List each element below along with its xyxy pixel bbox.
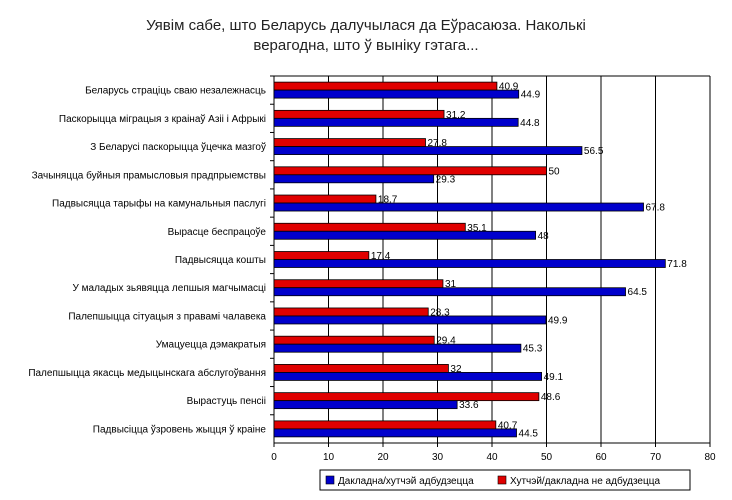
legend-swatch-will-happen [325,475,335,485]
bar-will-happen [273,202,644,212]
chart-title: Уявім сабе, што Беларусь далучылася да Е… [0,16,732,56]
x-tick-label: 20 [377,452,389,463]
legend-label-not-happen: Хутчэй/дакладна не адбудзецца [510,475,660,487]
value-label-not-happen: 18.7 [378,195,398,206]
bar-will-happen [273,174,435,184]
value-label-not-happen: 31 [445,279,457,290]
bar-not-happen [273,222,466,232]
bar-not-happen [273,307,429,317]
value-label-will-happen: 45.3 [523,344,543,355]
x-tick-label: 0 [271,452,277,463]
bar-will-happen [273,400,458,410]
bar-will-happen [273,259,666,268]
category-label: Зачыняцца буйныя прамысловыя прадпрыемст… [32,169,266,181]
value-label-not-happen: 50 [549,166,561,177]
bar-will-happen [273,117,519,127]
value-label-not-happen: 31.2 [446,110,466,121]
value-label-will-happen: 48 [538,231,550,242]
category-label: Вырасце беспрацоўе [168,226,267,238]
value-label-will-happen: 64.5 [628,287,648,298]
bar-will-happen [273,315,547,325]
category-label: Падвысяцца тарыфы на камунальныя паслугі [52,198,266,210]
category-label: Беларусь страціць сваю незалежнасць [85,86,266,97]
x-tick-label: 40 [486,452,498,463]
value-label-not-happen: 29.4 [436,336,456,347]
bar-not-happen [273,279,444,289]
value-label-will-happen: 71.8 [667,259,687,270]
value-label-will-happen: 67.8 [646,203,666,214]
bar-will-happen [273,230,537,240]
value-label-not-happen: 27.8 [428,138,448,149]
value-label-will-happen: 44.5 [519,428,539,439]
category-label: Умацуецца дэмакратыя [156,340,266,351]
value-label-not-happen: 17.4 [371,251,391,262]
category-label: У маладых зьявяцца лепшыя магчымасці [73,283,266,294]
category-label: Палепшыцца якасць медыцынскага абслугоўв… [28,367,266,379]
bar-not-happen [273,392,540,402]
value-label-not-happen: 32 [450,364,462,375]
x-tick-label: 10 [323,452,335,463]
category-label: Вырастуць пенсіі [187,396,266,407]
value-label-will-happen: 49.1 [544,372,564,383]
bar-not-happen [273,138,426,147]
bar-will-happen [273,146,583,155]
bar-not-happen [273,194,377,204]
bar-will-happen [273,89,520,99]
value-label-will-happen: 56.5 [584,146,604,157]
x-tick-label: 70 [650,452,662,463]
legend-swatch-not-happen [497,475,507,485]
value-label-will-happen: 49.9 [548,315,568,326]
bar-not-happen [273,166,547,176]
x-tick-label: 80 [704,452,716,463]
bar-not-happen [273,109,445,119]
x-tick-label: 60 [595,452,607,463]
category-label: Паскорыцца міграцыя з краінаў Азіі і Афр… [59,113,266,125]
value-label-not-happen: 35.1 [467,223,487,234]
bar-will-happen [273,372,542,381]
bar-will-happen [273,343,522,353]
value-label-will-happen: 44.9 [521,90,541,101]
bar-not-happen [273,81,498,91]
x-tick-label: 50 [541,452,553,463]
bar-not-happen [273,364,449,373]
category-label: З Беларусі паскорыцца ўцечка мазгоў [90,141,266,153]
bar-will-happen [273,287,626,297]
category-label: Падвысіцца ўзровень жыцця ў краіне [93,423,267,435]
chart-title-line-1: Уявім сабе, што Беларусь далучылася да Е… [146,17,586,34]
value-label-will-happen: 33.6 [459,400,479,411]
value-label-not-happen: 40.7 [498,420,518,431]
bar-will-happen [273,428,517,438]
x-tick-label: 30 [432,452,444,463]
bar-not-happen [273,335,435,345]
legend-label-will-happen: Дакладна/хутчэй адбудзецца [338,475,474,487]
value-label-not-happen: 48.6 [541,392,561,403]
category-label: Палепшыцца сітуацыя з правамі чалавека [68,311,266,322]
value-label-will-happen: 29.3 [436,174,456,185]
category-label: Падвысяцца кошты [175,255,266,266]
bar-not-happen [273,251,370,260]
chart-title-line-2: верагодна, што ў выніку гэтага... [253,37,479,54]
value-label-will-happen: 44.8 [520,118,540,129]
bar-not-happen [273,420,497,430]
value-label-not-happen: 28.3 [430,307,450,318]
value-label-not-happen: 40.9 [499,82,519,93]
